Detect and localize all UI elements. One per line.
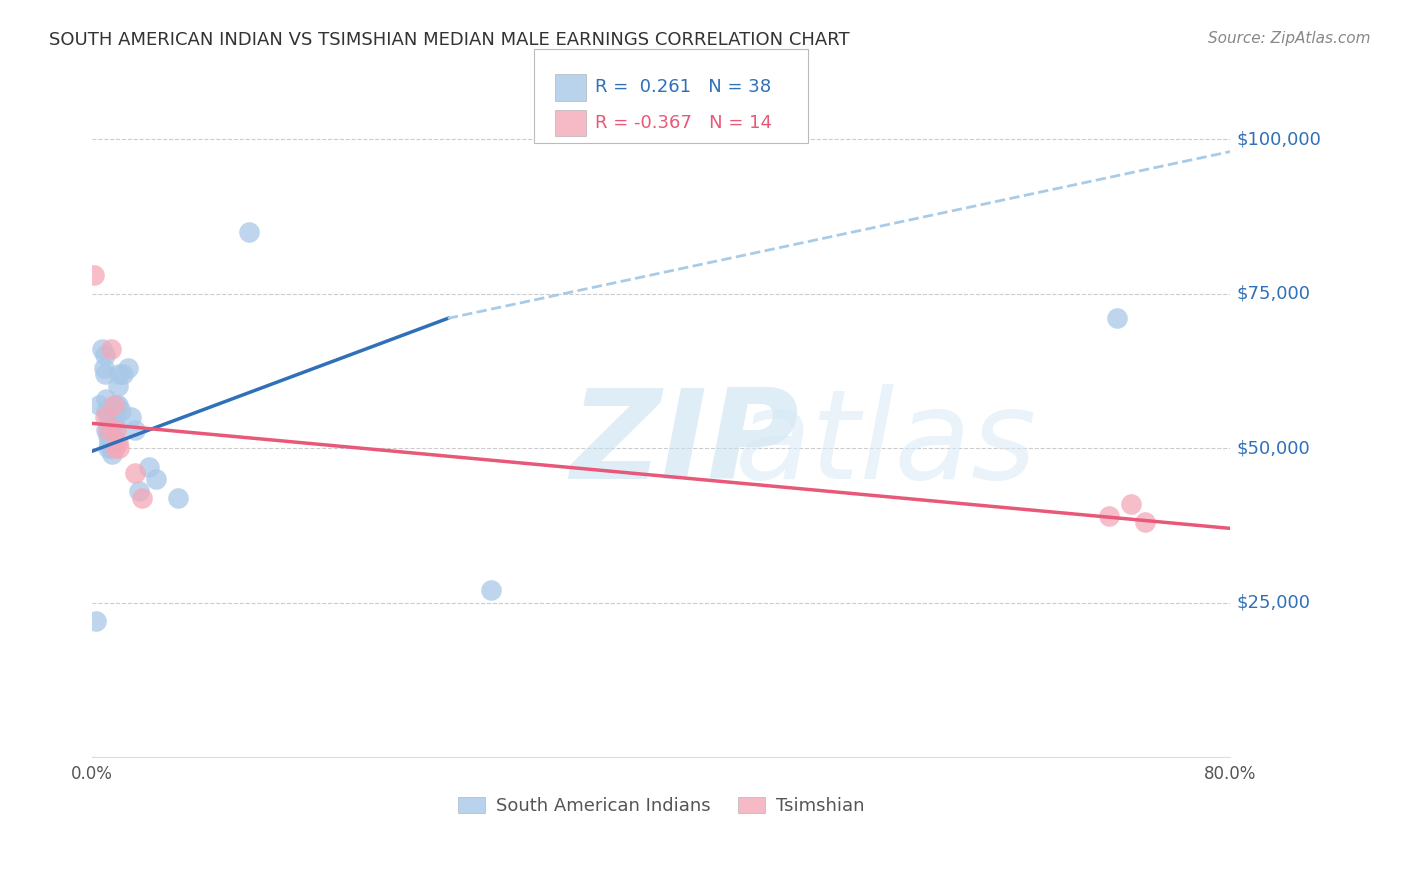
Point [97,428,120,442]
Point [94,367,117,381]
Point [145,472,167,486]
Point [83,268,105,282]
Point [101,447,124,461]
Text: atlas: atlas [735,384,1038,505]
Point [1098,509,1121,524]
Point [100,423,122,437]
Point [107,434,129,449]
Point [97,410,120,425]
Point [100,343,122,357]
Point [104,423,127,437]
Point [97,441,120,455]
Legend: South American Indians, Tsimshian: South American Indians, Tsimshian [451,790,872,822]
Point [104,410,127,425]
Point [103,417,125,431]
Point [110,404,132,418]
Point [98,417,121,431]
Point [107,398,129,412]
Point [138,459,160,474]
Text: ZIP: ZIP [571,384,799,505]
Point [96,423,118,437]
Point [104,441,127,455]
Point [238,225,260,239]
Point [96,392,118,406]
Point [1133,515,1156,529]
Point [94,410,117,425]
Text: $75,000: $75,000 [1236,285,1310,302]
Point [89,398,111,412]
Text: $50,000: $50,000 [1236,439,1310,457]
Point [128,484,150,499]
Point [91,343,114,357]
Point [98,434,121,449]
Point [112,367,135,381]
Point [1105,311,1128,326]
Point [124,466,146,480]
Point [131,491,153,505]
Text: R = -0.367   N = 14: R = -0.367 N = 14 [595,114,772,132]
Text: R =  0.261   N = 38: R = 0.261 N = 38 [595,78,770,96]
Text: SOUTH AMERICAN INDIAN VS TSIMSHIAN MEDIAN MALE EARNINGS CORRELATION CHART: SOUTH AMERICAN INDIAN VS TSIMSHIAN MEDIA… [49,31,849,49]
Text: $100,000: $100,000 [1236,130,1322,148]
Point [103,398,125,412]
Point [117,360,139,375]
Point [103,434,125,449]
Point [105,423,128,437]
Point [479,583,502,598]
Point [97,423,120,437]
Point [120,410,142,425]
Point [100,441,122,455]
Point [166,491,188,505]
Point [1119,497,1142,511]
Point [107,379,129,393]
Point [101,428,124,442]
Point [94,348,117,362]
Point [105,398,128,412]
Point [86,614,108,628]
Text: $25,000: $25,000 [1236,593,1310,612]
Point [124,423,146,437]
Point [96,404,118,418]
Text: Source: ZipAtlas.com: Source: ZipAtlas.com [1208,31,1371,46]
Point [93,360,115,375]
Point [108,367,131,381]
Point [108,441,131,455]
